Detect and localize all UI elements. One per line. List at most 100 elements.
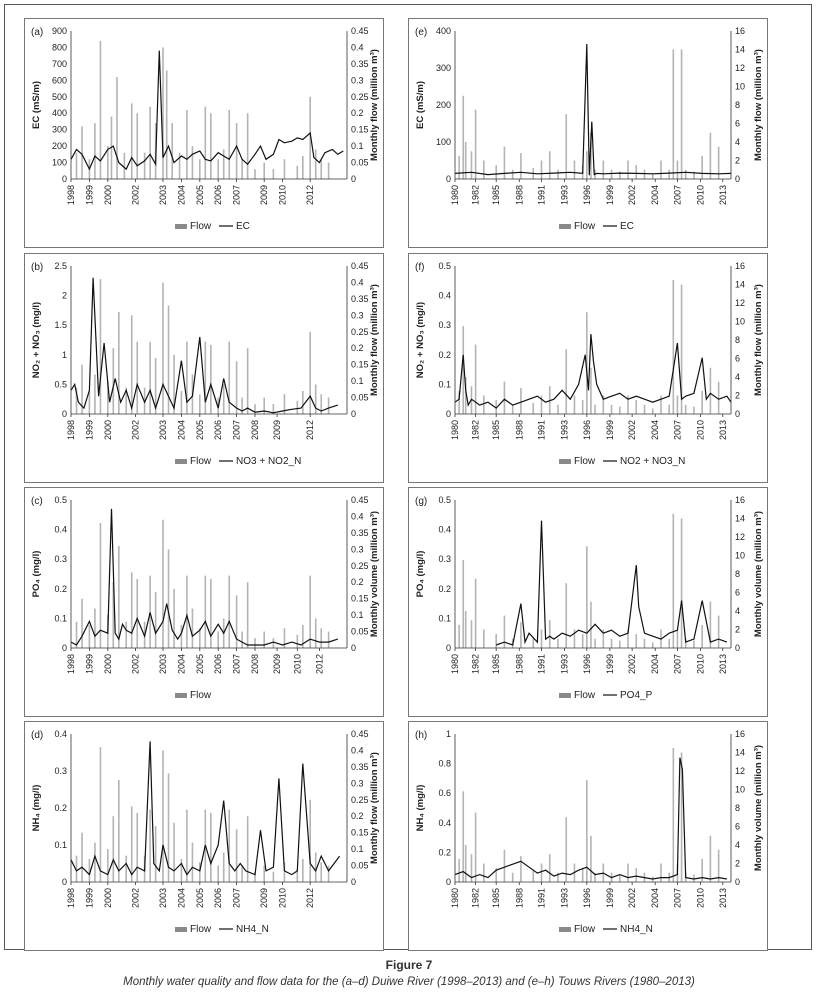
flow-bar xyxy=(173,354,175,414)
y2-tick-label: 0.3 xyxy=(351,310,364,320)
x-tick-label: 2012 xyxy=(305,185,315,205)
y2-tick-label: 8 xyxy=(735,803,740,813)
flow-bar xyxy=(272,404,275,414)
flow-bar xyxy=(235,361,238,414)
flow-bar xyxy=(94,608,96,648)
flow-bar xyxy=(272,872,275,882)
flow-bar xyxy=(171,123,173,179)
flow-bar xyxy=(610,404,613,414)
y-tick-label: 0 xyxy=(446,643,451,653)
legend-flow-swatch xyxy=(175,927,187,932)
flow-bar xyxy=(557,169,559,179)
flow-bar xyxy=(483,395,485,414)
x-tick-label: 2009 xyxy=(272,420,282,440)
y2-tick-label: 0.4 xyxy=(351,745,364,755)
flow-bar xyxy=(217,631,219,648)
x-tick-label: 2007 xyxy=(672,185,682,205)
x-tick-label: 2002 xyxy=(130,654,140,674)
y2-tick-label: 14 xyxy=(735,280,745,290)
flow-bar xyxy=(222,384,225,414)
legend-flow-swatch xyxy=(175,459,187,464)
flow-bar xyxy=(186,341,188,414)
x-tick-label: 1988 xyxy=(514,185,524,205)
y-tick-label: 0 xyxy=(446,877,451,887)
y2-tick-label: 14 xyxy=(735,514,745,524)
flow-bar xyxy=(635,634,638,648)
flow-bar xyxy=(548,854,551,882)
flow-bar xyxy=(154,592,157,648)
x-tick-label: 2005 xyxy=(195,888,205,908)
x-tick-label: 2002 xyxy=(130,420,140,440)
x-tick-label: 1996 xyxy=(582,654,592,674)
flow-bar xyxy=(557,404,559,414)
flow-bar xyxy=(594,872,596,882)
y2-tick-label: 16 xyxy=(735,261,745,271)
x-tick-label: 2005 xyxy=(195,654,205,674)
flow-bar xyxy=(186,575,188,648)
y-tick-label: 800 xyxy=(52,42,67,52)
x-tick-label: 2007 xyxy=(672,420,682,440)
y2-axis-label: Monthly volume (million m³) xyxy=(753,745,764,871)
x-tick-label: 2010 xyxy=(292,654,302,674)
flow-bar xyxy=(107,849,109,882)
flow-bar xyxy=(474,578,477,648)
flow-bar xyxy=(464,142,467,179)
flow-bar xyxy=(627,863,629,882)
y-tick-label: 0.2 xyxy=(54,803,67,813)
flow-bar xyxy=(263,865,265,882)
flow-bar xyxy=(458,624,460,648)
x-tick-label: 1999 xyxy=(605,420,615,440)
y2-tick-label: 0.1 xyxy=(351,376,364,386)
x-tick-label: 2000 xyxy=(103,420,113,440)
flow-bar xyxy=(627,160,629,179)
y2-tick-label: 16 xyxy=(735,729,745,739)
y-tick-label: 300 xyxy=(436,63,451,73)
flow-bar xyxy=(263,397,265,414)
y-tick-label: 300 xyxy=(52,125,67,135)
y2-tick-label: 0 xyxy=(351,174,356,184)
x-tick-label: 2013 xyxy=(718,420,728,440)
legend-flow-swatch xyxy=(559,927,571,932)
y2-tick-label: 0.05 xyxy=(351,158,369,168)
y-tick-label: 0.4 xyxy=(438,818,451,828)
y2-tick-label: 10 xyxy=(735,82,745,92)
y-tick-label: 0 xyxy=(446,174,451,184)
y-tick-label: 0.4 xyxy=(438,291,451,301)
x-tick-label: 2006 xyxy=(213,420,223,440)
flow-bar xyxy=(602,629,605,648)
flow-bar xyxy=(565,114,568,179)
x-tick-label: 1998 xyxy=(66,185,76,205)
y-axis-label: NH₄ (mg/l) xyxy=(415,785,426,832)
y2-tick-label: 0.1 xyxy=(351,844,364,854)
x-tick-label: 1996 xyxy=(582,420,592,440)
x-tick-label: 2000 xyxy=(103,185,113,205)
flow-bar xyxy=(565,349,568,414)
flow-bar xyxy=(474,109,477,179)
y2-tick-label: 4 xyxy=(735,137,740,147)
flow-bar xyxy=(112,816,115,882)
x-tick-label: 2003 xyxy=(158,185,168,205)
flow-bar xyxy=(180,390,183,414)
flow-bar xyxy=(283,159,286,179)
y2-tick-label: 0 xyxy=(351,643,356,653)
flow-bar xyxy=(520,622,522,648)
flow-bar xyxy=(668,169,671,179)
panel-label: (f) xyxy=(415,262,424,273)
y2-tick-label: 0.4 xyxy=(351,511,364,521)
y2-tick-label: 0 xyxy=(735,409,740,419)
flow-bar xyxy=(235,123,238,179)
flow-bar xyxy=(610,638,613,648)
y2-tick-label: 10 xyxy=(735,317,745,327)
y2-tick-label: 0.25 xyxy=(351,561,369,571)
flow-bar xyxy=(112,348,115,414)
y-tick-label: 900 xyxy=(52,26,67,36)
flow-bar xyxy=(204,575,207,648)
x-tick-label: 2004 xyxy=(176,888,186,908)
flow-bar xyxy=(651,173,654,179)
legend-flow-label: Flow xyxy=(574,924,596,935)
y-tick-label: 0.1 xyxy=(438,379,451,389)
flow-bar xyxy=(565,583,568,648)
flow-bar xyxy=(75,152,78,179)
y2-tick-label: 6 xyxy=(735,119,740,129)
